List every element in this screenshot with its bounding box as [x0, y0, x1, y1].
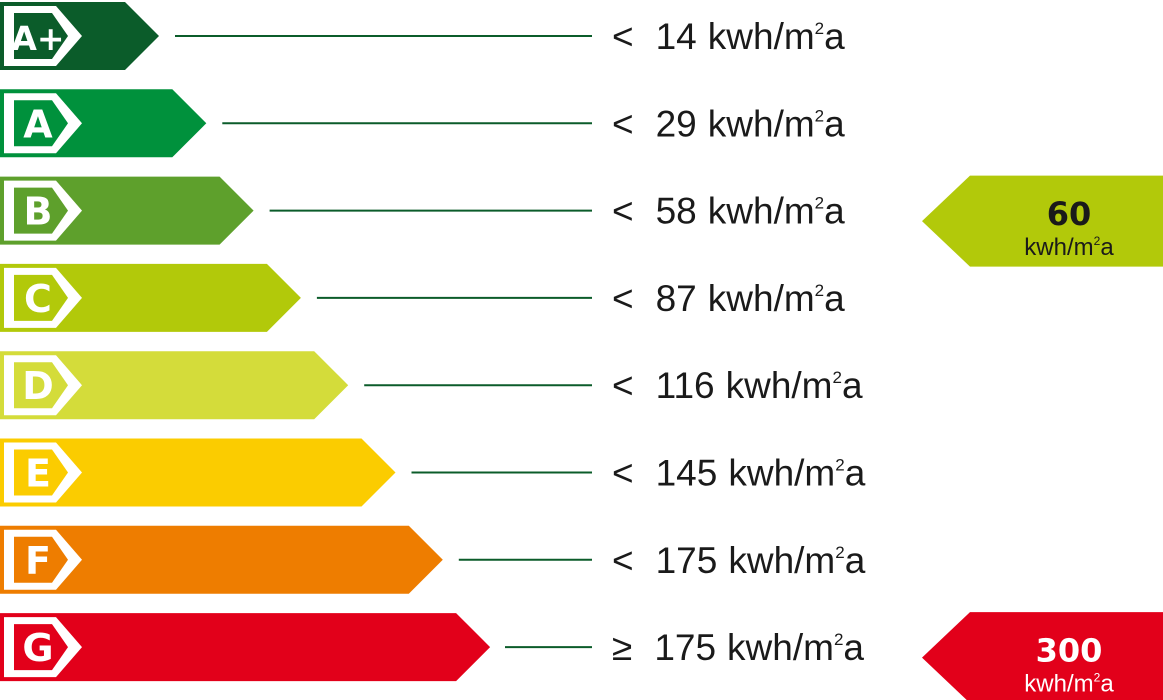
threshold-value: 175 — [654, 627, 716, 668]
threshold-unit-suffix: a — [842, 365, 863, 406]
marker-unit-base: kwh/m — [1024, 671, 1093, 698]
rating-letter-d: D — [22, 364, 54, 408]
rating-badge-fill-f — [14, 536, 68, 583]
rating-badge-fill-b — [14, 187, 68, 234]
threshold-label-d: <116 kwh/m2a — [612, 365, 863, 406]
threshold-label-a-plus: <14 kwh/m2a — [612, 16, 845, 57]
rating-row-d: D <116 kwh/m2a — [0, 351, 863, 420]
marker-unit: kwh/m2a — [1024, 671, 1114, 698]
threshold-operator: < — [612, 278, 634, 319]
threshold-unit: kwh/m — [728, 540, 835, 581]
threshold-operator: < — [612, 16, 634, 57]
threshold-unit: kwh/m — [708, 103, 815, 144]
threshold-unit: kwh/m — [708, 278, 815, 319]
threshold-unit-exponent: 2 — [815, 19, 824, 38]
rating-row-b: B <58 kwh/m2a — [0, 176, 845, 245]
threshold-operator: < — [612, 540, 634, 581]
rating-letter-e: E — [25, 452, 51, 496]
threshold-label-e: <145 kwh/m2a — [612, 453, 866, 494]
rating-bar-e — [0, 438, 396, 507]
rating-row-a-plus: A+ <14 kwh/m2a — [0, 2, 845, 70]
threshold-unit: kwh/m — [726, 365, 833, 406]
threshold-label-c: <87 kwh/m2a — [612, 278, 845, 319]
threshold-unit: kwh/m — [727, 627, 834, 668]
threshold-value: 58 — [656, 191, 697, 232]
rating-letter-a: A — [23, 102, 53, 146]
threshold-value: 145 — [656, 453, 718, 494]
rating-row-f: F <175 kwh/m2a — [0, 525, 866, 594]
rating-letter-a-plus: A+ — [11, 19, 64, 58]
threshold-label-g: ≥175 kwh/m2a — [612, 627, 864, 668]
threshold-label-f: <175 kwh/m2a — [612, 540, 866, 581]
threshold-unit-exponent: 2 — [815, 194, 824, 213]
threshold-unit-suffix: a — [843, 627, 864, 668]
rating-bar-g — [0, 613, 491, 682]
threshold-unit: kwh/m — [708, 16, 815, 57]
rating-badge-fill-a — [14, 100, 68, 147]
threshold-unit-suffix: a — [824, 191, 845, 232]
rating-bar-f — [0, 525, 443, 594]
rating-badge-fill-c — [14, 274, 68, 321]
marker-unit-exponent: 2 — [1094, 671, 1101, 685]
marker-unit-suffix: a — [1100, 234, 1114, 261]
rating-badge-fill-g — [14, 624, 68, 671]
marker-arrow — [922, 612, 1163, 700]
rating-bar-c — [0, 263, 301, 332]
rating-row-e: E <145 kwh/m2a — [0, 438, 866, 507]
threshold-unit-suffix: a — [824, 16, 845, 57]
threshold-unit-suffix: a — [824, 278, 845, 319]
threshold-value: 116 — [656, 365, 715, 406]
rating-letter-b: B — [24, 190, 53, 234]
marker-value: 60 — [1047, 195, 1092, 233]
rating-row-g: G ≥175 kwh/m2a — [0, 613, 864, 682]
threshold-value: 29 — [656, 103, 697, 144]
marker-value: 300 — [1036, 632, 1103, 670]
rating-row-c: C <87 kwh/m2a — [0, 263, 845, 332]
threshold-unit: kwh/m — [708, 191, 815, 232]
marker-unit-exponent: 2 — [1094, 234, 1101, 248]
threshold-unit-exponent: 2 — [835, 456, 844, 475]
rating-bar-d — [0, 351, 349, 420]
marker-unit: kwh/m2a — [1024, 234, 1114, 261]
threshold-operator: < — [612, 453, 634, 494]
marker-arrow — [922, 175, 1163, 267]
threshold-unit-exponent: 2 — [834, 630, 843, 649]
marker-unit-suffix: a — [1100, 671, 1114, 698]
marker-unit-base: kwh/m — [1024, 234, 1093, 261]
rating-letter-f: F — [25, 539, 51, 583]
threshold-unit-suffix: a — [845, 453, 866, 494]
threshold-unit-suffix: a — [845, 540, 866, 581]
rating-letter-c: C — [24, 277, 52, 321]
threshold-unit-exponent: 2 — [833, 368, 842, 387]
threshold-value: 87 — [656, 278, 697, 319]
threshold-operator: < — [612, 365, 634, 406]
rating-badge-fill-a-plus — [14, 13, 68, 59]
threshold-label-b: <58 kwh/m2a — [612, 191, 845, 232]
rating-badge-fill-d — [14, 362, 68, 409]
threshold-unit-suffix: a — [824, 103, 845, 144]
threshold-value: 14 — [656, 16, 697, 57]
threshold-unit-exponent: 2 — [815, 281, 824, 300]
threshold-unit: kwh/m — [728, 453, 835, 494]
rating-letter-g: G — [22, 626, 53, 670]
threshold-operator: < — [612, 191, 634, 232]
rating-badge-fill-e — [14, 449, 68, 496]
threshold-operator: < — [612, 103, 634, 144]
threshold-label-a: <29 kwh/m2a — [612, 103, 845, 144]
threshold-unit-exponent: 2 — [815, 106, 824, 125]
threshold-operator: ≥ — [612, 627, 632, 668]
rating-row-a: A <29 kwh/m2a — [0, 89, 845, 158]
threshold-value: 175 — [656, 540, 718, 581]
threshold-unit-exponent: 2 — [835, 543, 844, 562]
